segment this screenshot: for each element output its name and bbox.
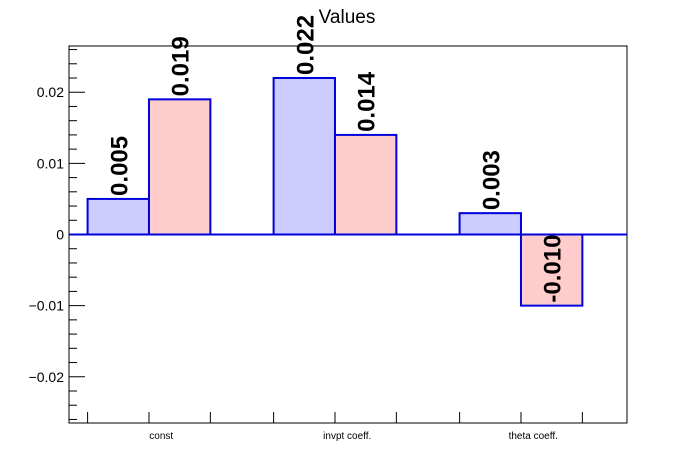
data-label: -0.010 — [540, 235, 567, 303]
chart-title: Values — [319, 7, 376, 28]
data-label: 0.022 — [292, 15, 319, 75]
data-label: 0.014 — [354, 71, 381, 132]
y-tick-label: 0.01 — [37, 155, 64, 171]
y-tick-label: 0 — [56, 227, 64, 243]
category-label: const — [149, 431, 173, 442]
category-label: theta coeff. — [509, 431, 558, 442]
y-tick-label: −0.01 — [29, 298, 65, 314]
bar — [458, 212, 522, 236]
bar — [147, 98, 212, 236]
y-tick-label: 0.02 — [37, 84, 64, 100]
data-label: 0.019 — [168, 36, 195, 96]
bar — [272, 77, 336, 236]
data-label: 0.005 — [106, 136, 133, 196]
data-label: 0.003 — [478, 150, 505, 210]
y-tick-label: −0.02 — [29, 369, 65, 385]
category-label: invpt coeff. — [323, 431, 371, 442]
bar — [519, 233, 584, 307]
bar — [86, 197, 150, 236]
bar — [333, 133, 398, 236]
